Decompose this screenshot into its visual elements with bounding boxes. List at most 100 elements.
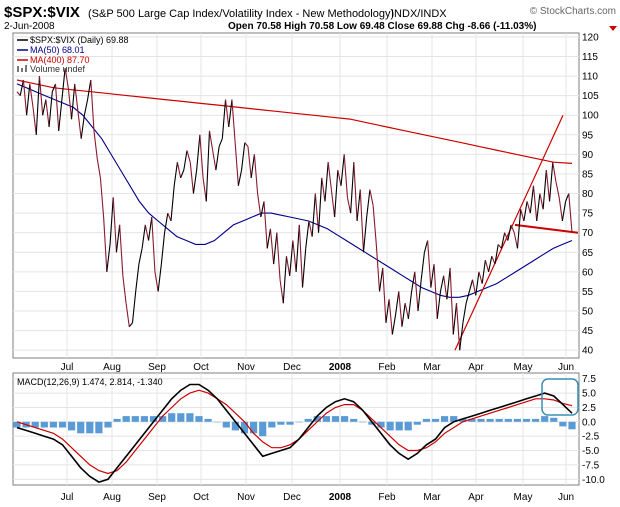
histogram-bar — [513, 418, 521, 422]
price-segment — [398, 291, 403, 327]
price-segment — [276, 232, 281, 280]
histogram-bar — [58, 421, 67, 428]
histogram-bar — [313, 416, 321, 422]
histogram-bar — [377, 421, 385, 428]
price-segment — [433, 263, 438, 319]
price-segment — [401, 303, 406, 327]
price-segment — [411, 271, 416, 292]
price-segment — [305, 220, 310, 249]
price-segment — [250, 154, 255, 178]
price-segment — [128, 322, 133, 328]
histogram-bar — [40, 421, 48, 428]
price-segment — [115, 224, 121, 253]
price-x-tick: Jul — [61, 362, 74, 373]
histogram-bar — [359, 421, 367, 423]
price-segment — [308, 220, 313, 237]
macd-histogram — [13, 413, 576, 437]
histogram-bar — [286, 421, 294, 425]
price-segment — [430, 263, 435, 288]
price-x-tick: Dec — [283, 362, 301, 373]
price-segment — [465, 291, 470, 304]
price-segment — [147, 216, 153, 241]
price-segment — [119, 224, 124, 276]
price-y-tick: 40 — [582, 346, 594, 357]
price-segment — [330, 189, 336, 218]
price-x-tick: Jun — [558, 362, 574, 373]
histogram-bar — [395, 421, 403, 431]
price-legend: $SPX:$VIX (Daily) 69.88 MA(50) 68.01 MA(… — [17, 35, 129, 74]
price-segment — [183, 150, 188, 171]
price-segment — [510, 224, 515, 233]
price-y-tick: 85 — [582, 169, 594, 180]
macd-y-tick: -2.5 — [582, 432, 600, 443]
histogram-bar — [504, 418, 512, 422]
price-segment — [298, 224, 304, 288]
price-segment — [340, 154, 345, 186]
price-segment — [423, 240, 429, 253]
price-segment — [350, 162, 355, 214]
trendline-support — [514, 223, 579, 234]
price-segment — [224, 99, 230, 128]
histogram-bar — [304, 418, 312, 422]
price-segment — [561, 201, 567, 222]
histogram-bar — [422, 418, 430, 422]
copyright-label: © StockCharts.com — [530, 6, 616, 17]
histogram-bar — [204, 418, 212, 422]
price-segment — [343, 154, 348, 198]
legend-volume-swatch — [17, 66, 19, 72]
price-segment — [500, 232, 506, 249]
price-segment — [42, 99, 47, 116]
macd-x-tick: 2008 — [329, 492, 352, 503]
price-segment — [131, 291, 137, 323]
price-segment — [356, 189, 361, 222]
price-segment — [407, 291, 413, 319]
price-segment — [32, 107, 37, 135]
price-segment — [404, 303, 409, 319]
price-segment — [346, 197, 352, 214]
price-y-tick: 65 — [582, 248, 594, 259]
price-segment — [555, 181, 560, 198]
price-y-tick: 60 — [582, 267, 594, 278]
macd-y-tick: 2.5 — [582, 403, 596, 414]
price-segment — [295, 224, 300, 272]
macd-x-tick: May — [514, 492, 533, 503]
price-segment — [247, 146, 252, 178]
macd-x-tick: Dec — [283, 492, 301, 503]
price-segment — [282, 256, 288, 304]
histogram-bar — [31, 421, 39, 428]
histogram-bar — [95, 421, 103, 434]
histogram-bar — [568, 421, 576, 430]
price-segment — [173, 162, 178, 186]
histogram-bar — [149, 416, 158, 422]
legend-ma400-label: MA(400) 87.70 — [30, 55, 90, 65]
price-segment — [112, 197, 117, 253]
histogram-bar — [404, 421, 412, 431]
price-segment — [427, 240, 432, 288]
price-segment — [80, 115, 85, 139]
price-segment — [16, 91, 21, 96]
histogram-bar — [168, 413, 176, 422]
price-segment — [93, 130, 98, 159]
price-segment — [154, 271, 159, 292]
price-segment — [212, 150, 217, 171]
histogram-bar — [486, 418, 494, 422]
histogram-bar — [441, 416, 449, 422]
price-segment — [160, 232, 166, 265]
price-segment — [135, 263, 140, 292]
price-segment — [170, 185, 175, 222]
price-segment — [208, 130, 214, 151]
price-segment — [532, 185, 538, 222]
histogram-bar — [131, 416, 139, 422]
price-segment — [257, 193, 262, 218]
histogram-bar — [277, 421, 285, 425]
price-segment — [369, 189, 374, 206]
macd-y-tick: -7.5 — [582, 460, 600, 471]
price-segment — [192, 169, 198, 194]
price-segment — [205, 130, 211, 202]
price-segment — [539, 193, 544, 210]
histogram-bar — [86, 421, 94, 434]
histogram-bar — [459, 418, 467, 422]
price-segment — [378, 267, 384, 292]
price-segment — [266, 228, 271, 249]
macd-panel — [12, 372, 580, 486]
